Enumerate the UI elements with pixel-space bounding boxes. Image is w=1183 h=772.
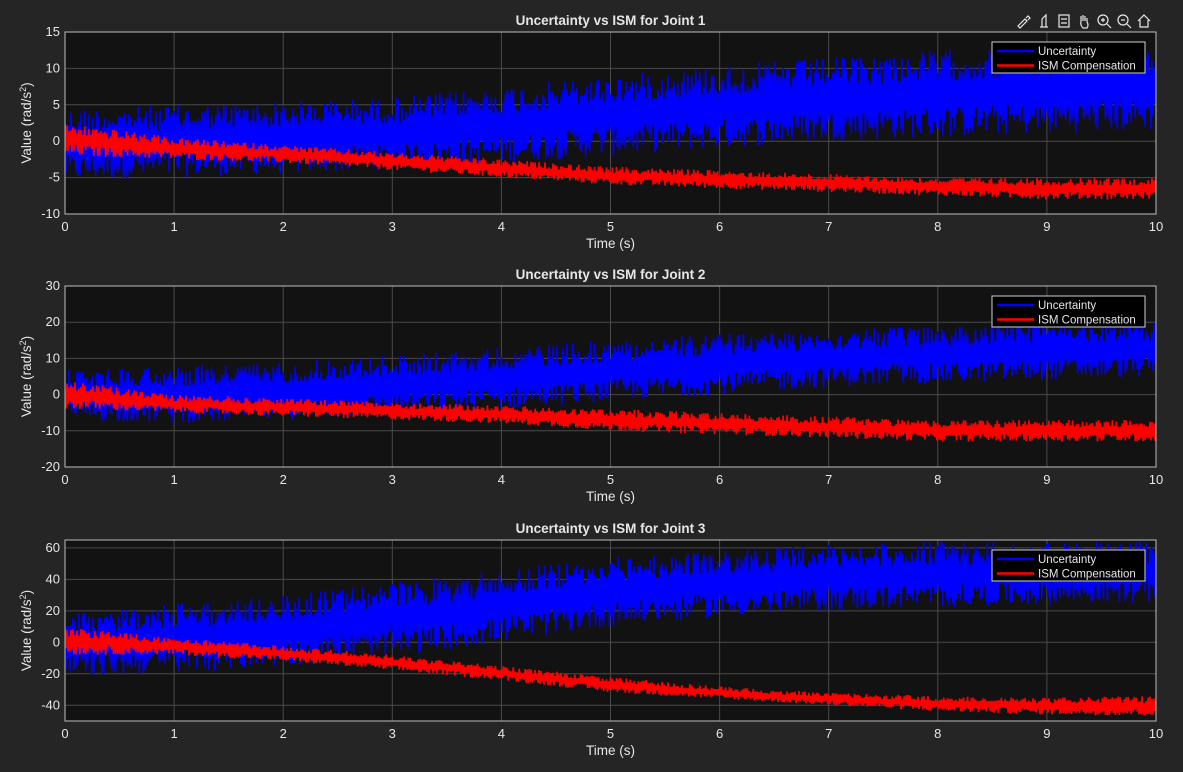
x-tick-label: 2 bbox=[280, 726, 287, 741]
y-tick-label: 15 bbox=[46, 24, 60, 39]
x-tick-label: 0 bbox=[61, 726, 68, 741]
chart-3: 0 1 2 3 4 5 6 7 8 9 10 -40 -20 0 20 40 60 Uncertainty vs … bbox=[18, 521, 1163, 758]
legend-entry: ISM Compensation bbox=[1038, 61, 1136, 73]
brush-icon[interactable] bbox=[1014, 11, 1034, 31]
x-tick-label: 2 bbox=[280, 472, 287, 487]
x-tick-label: 0 bbox=[61, 219, 68, 234]
chart-title: Uncertainty vs ISM for Joint 3 bbox=[516, 521, 706, 536]
y-axis-label: Value (rad/s2) bbox=[18, 590, 34, 671]
axes-border bbox=[64, 285, 1157, 468]
y-tick-label: 0 bbox=[53, 133, 60, 148]
y-tick-label: -5 bbox=[48, 170, 60, 185]
x-tick-label: 5 bbox=[607, 472, 614, 487]
series-line-2 bbox=[65, 382, 1156, 442]
legend-toggle-icon[interactable] bbox=[1054, 11, 1074, 31]
legend-box bbox=[991, 41, 1146, 74]
x-tick-label: 8 bbox=[934, 472, 941, 487]
y-tick-label: -20 bbox=[41, 459, 60, 474]
x-tick-label: 4 bbox=[498, 726, 505, 741]
legend: Uncertainty ISM Compensation bbox=[991, 295, 1146, 328]
legend-entry: ISM Compensation bbox=[1038, 569, 1136, 581]
datatip-icon[interactable] bbox=[1034, 11, 1054, 31]
y-tick-label: 20 bbox=[46, 603, 60, 618]
chart-title: Uncertainty vs ISM for Joint 2 bbox=[516, 267, 706, 282]
legend: Uncertainty ISM Compensation bbox=[991, 549, 1146, 582]
x-tick-label: 6 bbox=[716, 472, 723, 487]
x-tick-label: 3 bbox=[389, 219, 396, 234]
series-group bbox=[65, 322, 1156, 442]
y-tick-label: 0 bbox=[53, 634, 60, 649]
x-tick-label: 4 bbox=[498, 219, 505, 234]
x-tick-label: 6 bbox=[716, 726, 723, 741]
x-tick-label: 6 bbox=[716, 219, 723, 234]
x-tick-label: 0 bbox=[61, 472, 68, 487]
x-tick-label: 1 bbox=[170, 219, 177, 234]
chart-2: 0 1 2 3 4 5 6 7 8 9 10 -20 -10 0 10 20 30 Uncertainty vs … bbox=[18, 267, 1163, 504]
x-tick-label: 1 bbox=[170, 472, 177, 487]
chart-1: 0 1 2 3 4 5 6 7 8 9 10 -10 -5 0 5 10 15 Uncertainty vs IS… bbox=[18, 13, 1163, 251]
x-axis-label: Time (s) bbox=[586, 743, 635, 758]
x-tick-label: 2 bbox=[280, 219, 287, 234]
y-tick-label: -10 bbox=[41, 206, 60, 221]
x-tick-label: 9 bbox=[1043, 219, 1050, 234]
x-tick-label: 1 bbox=[170, 726, 177, 741]
legend-box bbox=[991, 295, 1146, 328]
x-tick-label: 7 bbox=[825, 472, 832, 487]
y-tick-label: -20 bbox=[41, 666, 60, 681]
y-axis-label: Value (rad/s2) bbox=[18, 82, 34, 163]
series-group bbox=[65, 44, 1156, 200]
y-tick-label: 10 bbox=[46, 60, 60, 75]
x-tick-label: 10 bbox=[1149, 219, 1163, 234]
x-tick-label: 3 bbox=[389, 472, 396, 487]
axes-toolbar bbox=[1014, 11, 1154, 31]
x-axis-label: Time (s) bbox=[586, 489, 635, 504]
y-tick-label: -10 bbox=[41, 423, 60, 438]
x-tick-label: 7 bbox=[825, 726, 832, 741]
series-line-2 bbox=[65, 123, 1156, 200]
x-tick-label: 5 bbox=[607, 726, 614, 741]
y-tick-label: 60 bbox=[46, 540, 60, 555]
y-tick-label: 5 bbox=[53, 97, 60, 112]
legend: Uncertainty ISM Compensation bbox=[991, 41, 1146, 74]
y-tick-label: 30 bbox=[46, 278, 60, 293]
chart-title: Uncertainty vs ISM for Joint 1 bbox=[516, 13, 706, 28]
x-axis-label: Time (s) bbox=[586, 236, 635, 251]
x-tick-label: 4 bbox=[498, 472, 505, 487]
x-tick-label: 7 bbox=[825, 219, 832, 234]
legend-entry: Uncertainty bbox=[1038, 554, 1096, 566]
series-line-1 bbox=[65, 44, 1156, 180]
axes-border bbox=[64, 31, 1157, 215]
x-tick-label: 9 bbox=[1043, 472, 1050, 487]
x-tick-label: 8 bbox=[934, 219, 941, 234]
legend-box bbox=[991, 549, 1146, 582]
series-group bbox=[65, 541, 1156, 716]
axes-border bbox=[64, 539, 1157, 722]
x-tick-label: 3 bbox=[389, 726, 396, 741]
y-axis-label: Value (rad/s2) bbox=[18, 336, 34, 417]
y-tick-label: -40 bbox=[41, 697, 60, 712]
legend-entry: Uncertainty bbox=[1038, 46, 1096, 58]
zoom-out-icon[interactable] bbox=[1114, 11, 1134, 31]
x-tick-label: 9 bbox=[1043, 726, 1050, 741]
y-tick-label: 0 bbox=[53, 387, 60, 402]
legend-entry: ISM Compensation bbox=[1038, 315, 1136, 327]
y-tick-label: 20 bbox=[46, 314, 60, 329]
y-tick-label: 40 bbox=[46, 571, 60, 586]
zoom-in-icon[interactable] bbox=[1094, 11, 1114, 31]
legend-entry: Uncertainty bbox=[1038, 300, 1096, 312]
home-icon[interactable] bbox=[1134, 11, 1154, 31]
x-tick-label: 5 bbox=[607, 219, 614, 234]
pan-hand-icon[interactable] bbox=[1074, 11, 1094, 31]
x-tick-label: 8 bbox=[934, 726, 941, 741]
y-tick-label: 10 bbox=[46, 350, 60, 365]
series-line-1 bbox=[65, 322, 1156, 424]
series-line-2 bbox=[65, 628, 1156, 716]
x-tick-label: 10 bbox=[1149, 472, 1163, 487]
x-tick-label: 10 bbox=[1149, 726, 1163, 741]
